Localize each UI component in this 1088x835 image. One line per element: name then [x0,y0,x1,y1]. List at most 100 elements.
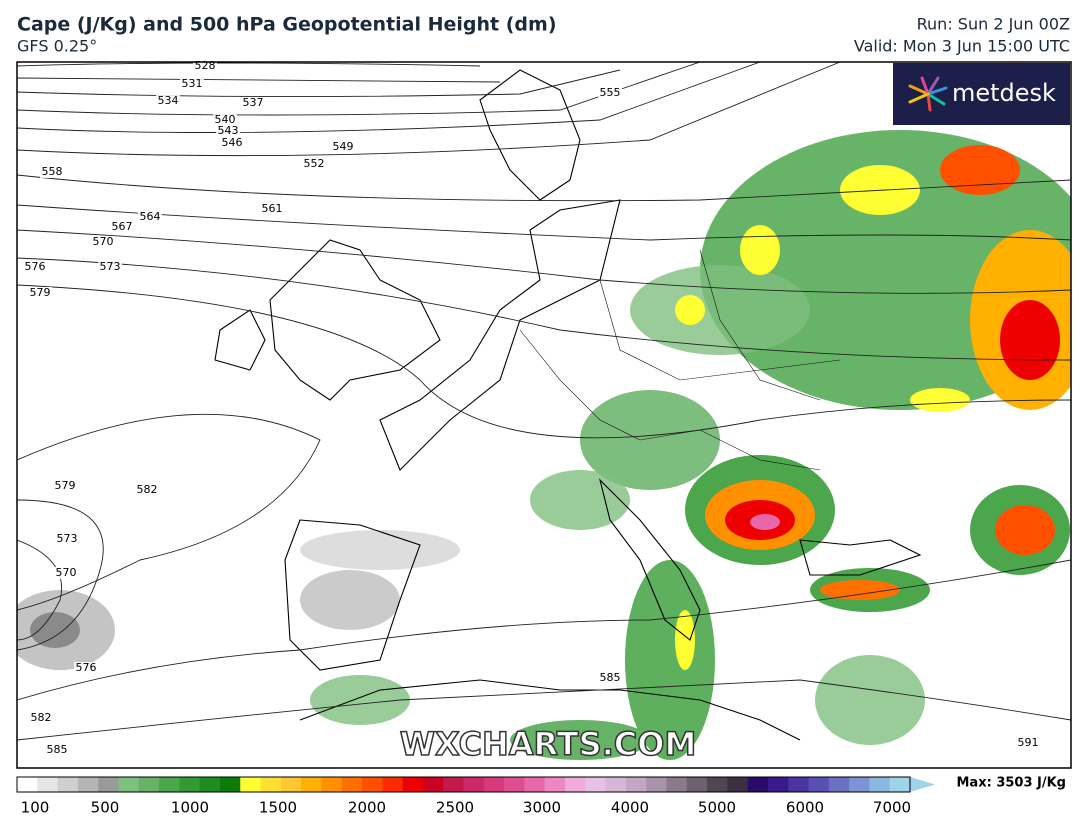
contour-label: 561 [262,202,283,215]
colorbar-swatch [37,777,59,792]
colorbar-swatch [544,777,566,792]
colorbar-swatch [280,777,302,792]
colorbar-swatch [605,777,627,792]
contour-label: 543 [218,124,239,137]
contour-label-bg [110,221,134,233]
colorbar-swatch [585,777,607,792]
contour-label: 579 [30,286,51,299]
logo: metdesk [893,63,1070,125]
contour-label: 540 [215,113,236,126]
colorbar-swatch [625,777,647,792]
colorbar-swatch [727,777,749,792]
contour-label-bg [135,484,159,496]
max-cape: Max: 3503 J/Kg [957,776,1067,791]
run-time: Run: Sun 2 Jun 00Z [917,15,1070,34]
colorbar-swatch [504,777,525,792]
contour-label-bg [54,567,78,579]
watermark: WXCHARTS.COM [400,725,697,763]
colorbar-swatch [849,777,870,792]
colorbar-swatch [219,777,241,792]
colorbar-swatch [321,777,343,792]
contour-label-bg [302,158,326,170]
logo-mark [908,76,948,112]
colorbar-swatch [402,777,424,792]
contour-label: 549 [333,140,354,153]
contour-label-bg [598,87,622,99]
contour-label: 570 [93,235,114,248]
colorbar-swatch [382,777,404,792]
contour-label-bg [23,261,47,273]
contour-label: 567 [112,220,133,233]
colorbar-swatch [686,777,708,792]
contour-label-bg [29,712,53,724]
colorbar-tick-label: 1000 [171,799,209,817]
colorbar-tick-label: 500 [91,799,120,817]
contour-label-bg [55,533,79,545]
contour-label-bg [40,166,64,178]
colorbar-swatch [889,777,911,792]
map-title: Cape (J/Kg) and 500 hPa Geopotential Hei… [17,14,557,36]
contour-label-bg [331,141,355,153]
contour-label-bg [598,672,622,684]
contour-label: 531 [182,77,203,90]
colorbar-tick-label: 2500 [436,799,474,817]
colorbar-tick-label: 3000 [523,799,561,817]
contour-label: 570 [56,566,77,579]
colorbar-swatch [828,777,850,792]
contour-label-bg [156,95,180,107]
colorbar-swatch [524,777,546,792]
contour-label: 591 [1018,736,1039,749]
colorbar-tick-label: 1500 [259,799,297,817]
contour-label: 582 [31,711,52,724]
contour-label: 579 [55,479,76,492]
colorbar-swatch [646,777,667,792]
contour-label-bg [213,114,237,126]
map-frame [16,61,1072,769]
contour-label: 552 [304,157,325,170]
colorbar-swatch [17,777,38,792]
contour-label-bg [1016,737,1040,749]
colorbar-tick-label: 100 [21,799,50,817]
colorbar-swatch [240,777,262,792]
colorbar-swatch [463,777,485,792]
colorbar-swatch [808,777,830,792]
contour-label: 534 [158,94,179,107]
contour-label-bg [98,261,122,273]
colorbar-swatch [422,777,444,792]
contour-label-bg [260,203,284,215]
contour-label: 564 [140,210,161,223]
colorbar-swatch [747,777,769,792]
colorbar-tick-label: 7000 [873,799,911,817]
contour-label: 546 [222,136,243,149]
colorbar-swatch [869,777,891,792]
model-name: GFS 0.25° [17,37,97,56]
colorbar-swatch [138,777,160,792]
contour-label: 582 [137,483,158,496]
colorbar-tick-label: 6000 [786,799,824,817]
contour-label-bg [74,662,98,674]
height-contours [17,62,1071,741]
contour-label: 537 [243,96,264,109]
contour-label: 558 [42,165,63,178]
colorbar-swatch [179,777,201,792]
colorbar-tick-label: 5000 [698,799,736,817]
colorbar-swatch [77,777,99,792]
colorbar-swatch [788,777,810,792]
contour-label-bg [180,78,204,90]
colorbar-swatch [98,777,119,792]
contour-label: 585 [47,743,68,756]
logo-text: metdesk [952,79,1056,107]
colorbar-swatch [57,777,79,792]
colorbar-arrow [910,777,935,792]
contour-label-bg [28,287,52,299]
colorbar: 100 500 1000 1500 2000 2500 3000 4000 5000 6000 70… [16,776,935,817]
contour-label: 555 [600,86,621,99]
contour-label-bg [241,97,265,109]
colorbar-frame [16,776,911,793]
colorbar-swatch [341,777,363,792]
valid-time: Valid: Mon 3 Jun 15:00 UTC [854,37,1070,56]
logo-box [893,63,1070,125]
